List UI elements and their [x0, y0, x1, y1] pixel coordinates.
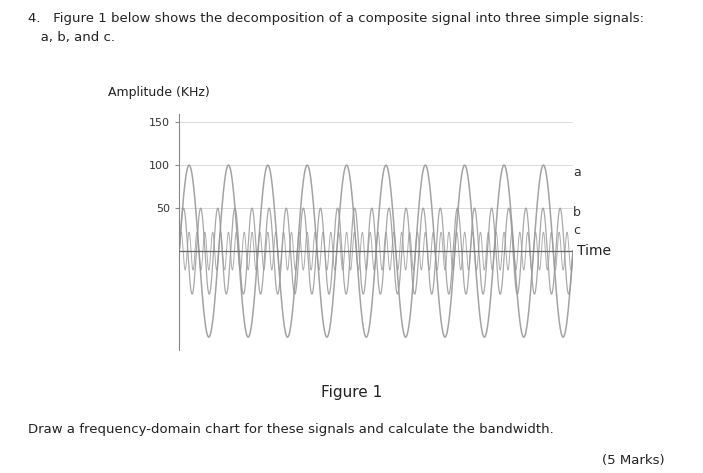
Text: c: c	[573, 224, 580, 237]
Text: a, b, and c.: a, b, and c.	[28, 31, 115, 44]
Text: 4.   Figure 1 below shows the decomposition of a composite signal into three sim: 4. Figure 1 below shows the decompositio…	[28, 12, 644, 25]
Text: a: a	[573, 166, 581, 178]
Text: Draw a frequency-domain chart for these signals and calculate the bandwidth.: Draw a frequency-domain chart for these …	[28, 423, 554, 436]
Text: (5 Marks): (5 Marks)	[602, 454, 664, 467]
Text: Amplitude (KHz): Amplitude (KHz)	[108, 87, 210, 99]
Text: Figure 1: Figure 1	[321, 385, 382, 401]
Text: Time: Time	[577, 244, 611, 258]
Text: b: b	[573, 206, 581, 219]
